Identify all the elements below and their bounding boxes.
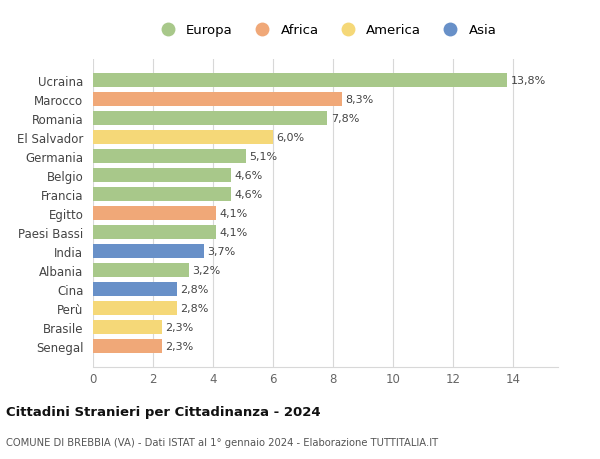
Text: 4,1%: 4,1%	[220, 208, 248, 218]
Legend: Europa, Africa, America, Asia: Europa, Africa, America, Asia	[151, 20, 500, 41]
Text: 4,6%: 4,6%	[235, 190, 263, 199]
Text: COMUNE DI BREBBIA (VA) - Dati ISTAT al 1° gennaio 2024 - Elaborazione TUTTITALIA: COMUNE DI BREBBIA (VA) - Dati ISTAT al 1…	[6, 437, 438, 448]
Text: 2,8%: 2,8%	[181, 285, 209, 294]
Text: 4,6%: 4,6%	[235, 170, 263, 180]
Text: 3,7%: 3,7%	[208, 246, 236, 257]
Text: 2,3%: 2,3%	[166, 341, 194, 352]
Text: 3,2%: 3,2%	[193, 265, 221, 275]
Bar	[93, 73, 507, 87]
Bar	[93, 320, 162, 334]
Text: 8,3%: 8,3%	[346, 95, 374, 105]
Text: 13,8%: 13,8%	[511, 75, 546, 85]
Text: 7,8%: 7,8%	[331, 113, 359, 123]
Bar	[93, 188, 231, 202]
Bar	[93, 207, 216, 220]
Bar	[93, 283, 177, 296]
Text: 5,1%: 5,1%	[250, 151, 278, 162]
Text: Cittadini Stranieri per Cittadinanza - 2024: Cittadini Stranieri per Cittadinanza - 2…	[6, 405, 320, 418]
Bar	[93, 340, 162, 353]
Bar	[93, 302, 177, 315]
Bar	[93, 93, 342, 106]
Bar	[93, 263, 189, 277]
Bar	[93, 245, 204, 258]
Bar	[93, 150, 246, 163]
Bar	[93, 168, 231, 182]
Text: 4,1%: 4,1%	[220, 228, 248, 237]
Text: 2,8%: 2,8%	[181, 303, 209, 313]
Bar	[93, 112, 327, 125]
Text: 6,0%: 6,0%	[277, 133, 305, 142]
Text: 2,3%: 2,3%	[166, 322, 194, 332]
Bar	[93, 225, 216, 239]
Bar	[93, 131, 273, 144]
